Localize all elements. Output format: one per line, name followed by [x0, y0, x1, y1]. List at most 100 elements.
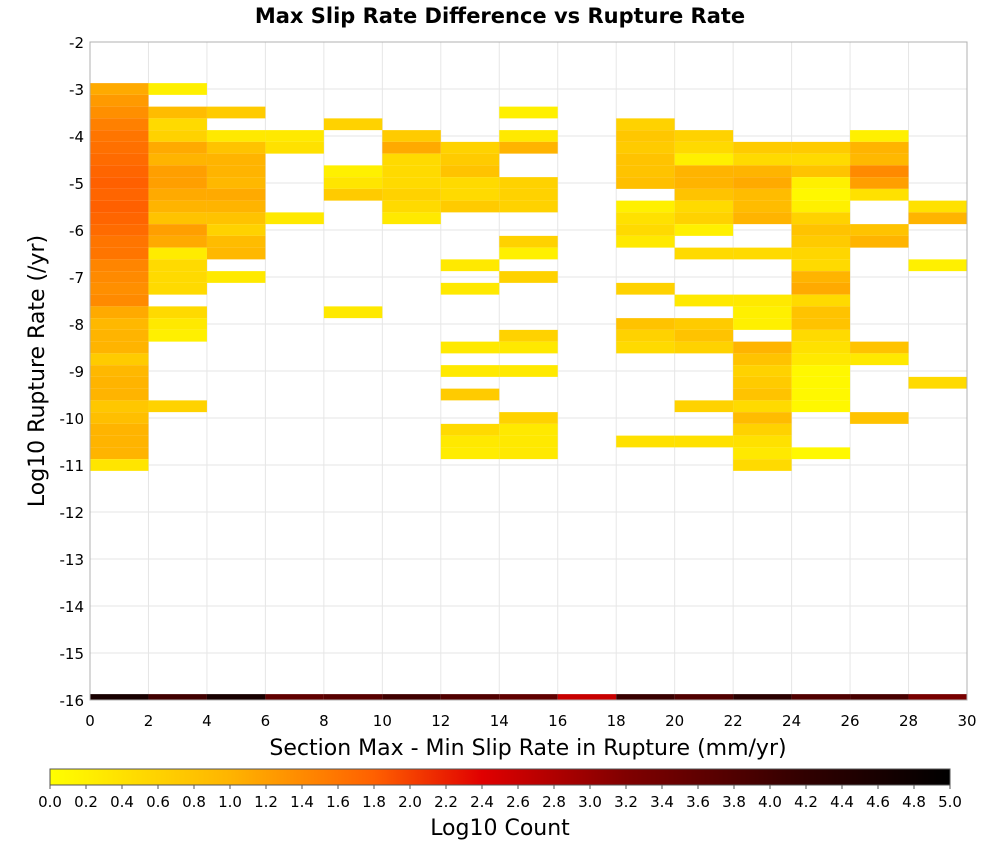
heatmap-cell: [148, 282, 207, 295]
heatmap-cell: [323, 306, 383, 319]
heatmap-cell: [206, 188, 266, 201]
heatmap-cell: [90, 212, 149, 225]
heatmap-cell: [733, 376, 792, 389]
heatmap-cell: [499, 200, 558, 213]
heatmap-cell: [323, 694, 383, 700]
heatmap-cell: [850, 694, 909, 700]
heatmap-cell: [206, 235, 266, 248]
colorbar-tick-label: 0.0: [38, 793, 62, 811]
heatmap-cell: [733, 388, 792, 401]
heatmap-cell: [850, 130, 909, 142]
heatmap-cell: [440, 365, 500, 377]
heatmap-cell: [791, 318, 851, 330]
heatmap-cell: [90, 459, 149, 471]
heatmap-cell: [674, 341, 734, 354]
y-tick-label: -14: [60, 598, 85, 616]
colorbar-tick-label: 4.4: [830, 793, 854, 811]
heatmap-cell: [90, 118, 149, 131]
heatmap-cell: [90, 353, 149, 366]
heatmap-cell: [90, 153, 149, 166]
x-tick-label: 20: [665, 712, 684, 730]
heatmap-cell: [206, 212, 266, 225]
y-tick-label: -7: [69, 269, 84, 287]
colorbar-tick-label: 3.6: [686, 793, 710, 811]
heatmap-cell: [148, 106, 207, 119]
heatmap-cell: [616, 341, 675, 354]
heatmap-cell: [382, 165, 441, 178]
heatmap-cell: [791, 353, 851, 366]
x-tick-label: 4: [202, 712, 212, 730]
heatmap-cell: [440, 177, 500, 189]
heatmap-cell: [90, 130, 149, 142]
heatmap-cell: [791, 153, 851, 166]
heatmap-cell: [382, 130, 441, 142]
colorbar-tick-label: 1.6: [326, 793, 350, 811]
heatmap-cell: [90, 447, 149, 460]
heatmap-cell: [791, 177, 851, 189]
heatmap-cell: [791, 212, 851, 225]
heatmap-cell: [733, 177, 792, 189]
heatmap-cell: [791, 388, 851, 401]
heatmap-cell: [148, 165, 207, 178]
heatmap-cell: [733, 365, 792, 377]
y-tick-label: -12: [60, 504, 85, 522]
heatmap-cell: [791, 282, 851, 295]
heatmap-cell: [440, 188, 500, 201]
heatmap-cell: [90, 165, 149, 178]
heatmap-cell: [440, 435, 500, 448]
y-tick-label: -6: [69, 222, 84, 240]
colorbar-tick-label: 2.8: [542, 793, 566, 811]
heatmap-cell: [206, 106, 266, 119]
heatmap-cell: [499, 694, 558, 700]
x-tick-label: 24: [782, 712, 801, 730]
x-tick-label: 10: [373, 712, 392, 730]
heatmap-cell: [382, 177, 441, 189]
heatmap-cell: [791, 294, 851, 307]
colorbar-ticks: 0.0 0.2 0.4 0.6 0.8 1.0 1.2 1.4 1.6 1.8 2.0 2.2 2.4 2…: [38, 785, 962, 811]
heatmap-cell: [90, 224, 149, 236]
heatmap-cell: [440, 282, 500, 295]
heatmap-cell: [265, 212, 324, 225]
colorbar-tick-label: 0.4: [110, 793, 134, 811]
heatmap-cell: [440, 259, 500, 272]
heatmap-cell: [440, 141, 500, 154]
heatmap-cell: [382, 141, 441, 154]
heatmap-cell: [674, 141, 734, 154]
heatmap-cell: [733, 423, 792, 436]
heatmap-cell: [265, 694, 324, 700]
heatmap-cell: [733, 141, 792, 154]
heatmap-cell: [499, 329, 558, 342]
heatmap-cell: [90, 94, 149, 107]
heatmap-cell: [499, 365, 558, 377]
heatmap-cell: [90, 365, 149, 377]
heatmap-cell: [733, 353, 792, 366]
heatmap-cell: [499, 235, 558, 248]
heatmap-cell: [733, 341, 792, 354]
heatmap-cell: [616, 694, 675, 700]
colorbar-tick-label: 3.4: [650, 793, 674, 811]
heatmap-cell: [90, 388, 149, 401]
heatmap-cell: [499, 247, 558, 260]
heatmap-cell: [206, 200, 266, 213]
heatmap-cell: [148, 177, 207, 189]
heatmap-cell: [616, 141, 675, 154]
x-tick-label: 22: [724, 712, 743, 730]
heatmap-cell: [733, 153, 792, 166]
heatmap-cell: [674, 153, 734, 166]
heatmap-cell: [616, 118, 675, 131]
heatmap-cell: [674, 200, 734, 213]
heatmap-cell: [733, 247, 792, 260]
colorbar-tick-label: 0.6: [146, 793, 170, 811]
heatmap-cell: [440, 694, 500, 700]
heatmap-cell: [850, 235, 909, 248]
colorbar-tick-label: 2.0: [398, 793, 422, 811]
heatmap-cell: [616, 435, 675, 448]
x-tick-label: 12: [431, 712, 450, 730]
heatmap-cell: [850, 353, 909, 366]
heatmap-cell: [674, 130, 734, 142]
x-axis-label: Section Max - Min Slip Rate in Rupture (…: [269, 736, 786, 761]
y-tick-label: -3: [69, 81, 84, 99]
heatmap-cell: [674, 318, 734, 330]
heatmap-cell: [616, 153, 675, 166]
heatmap-cell: [206, 130, 266, 142]
